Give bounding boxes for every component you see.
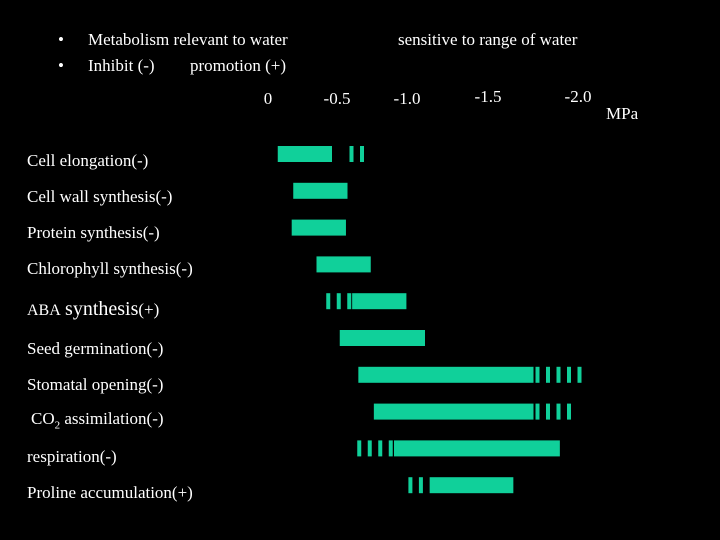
bar-solid <box>277 146 332 162</box>
bar-dash <box>535 403 540 420</box>
bar-dash <box>577 366 582 383</box>
bar-solid <box>358 366 534 383</box>
bar-solid <box>394 440 560 457</box>
bar-dash <box>349 146 354 162</box>
header-promotion: promotion (+) <box>190 56 286 75</box>
bar-dash <box>336 293 341 310</box>
x-tick-label: 0 <box>263 89 273 108</box>
row-label: Protein synthesis(-) <box>27 223 160 242</box>
bar-dash <box>567 403 571 420</box>
bar-dash <box>556 366 561 383</box>
bar-dash <box>556 403 561 420</box>
bar-solid <box>339 330 425 346</box>
x-tick-label: -2.0 <box>564 87 592 106</box>
row-label: Stomatal opening(-) <box>27 375 164 394</box>
bar-solid <box>373 403 534 420</box>
bar-dash <box>357 440 362 457</box>
row-label: Chlorophyll synthesis(-) <box>27 259 193 278</box>
chart-title: sensitive to range of water <box>398 30 578 49</box>
bar-dash <box>388 440 393 457</box>
bar-dash <box>546 366 550 383</box>
bar-dash <box>378 440 383 457</box>
bar-dash <box>535 366 540 383</box>
x-tick-label: -0.5 <box>323 89 351 108</box>
unit-label: MPa <box>606 104 639 123</box>
row-label: Cell elongation(-) <box>27 151 149 170</box>
row-label: respiration(-) <box>27 447 117 466</box>
bar-dash <box>360 146 364 162</box>
bar-dash <box>367 440 372 457</box>
bar-solid <box>429 477 514 494</box>
bar-dash <box>567 366 571 383</box>
row-label: CO2 assimilation(-) <box>31 409 164 432</box>
x-tick-label: -1.0 <box>393 89 421 108</box>
row-label: Proline accumulation(+) <box>27 483 193 502</box>
row-label: ABA synthesis(+) <box>27 298 160 320</box>
header-inhibit: Inhibit (-) <box>88 56 155 75</box>
bar-solid <box>316 256 371 273</box>
bullet-2: • <box>58 56 64 75</box>
bar-dash <box>408 477 413 494</box>
header-line-1: Metabolism relevant to water <box>88 30 288 49</box>
bullet-1: • <box>58 30 64 49</box>
bar-dash <box>347 293 352 310</box>
bar-solid <box>293 182 348 199</box>
bar-solid <box>291 219 346 236</box>
bar-dash <box>546 403 550 420</box>
bar-solid <box>352 293 407 310</box>
bar-dash <box>418 477 423 494</box>
row-label: Cell wall synthesis(-) <box>27 187 173 206</box>
row-label: Seed germination(-) <box>27 339 164 358</box>
x-tick-label: -1.5 <box>474 87 502 106</box>
bar-dash <box>326 293 331 310</box>
